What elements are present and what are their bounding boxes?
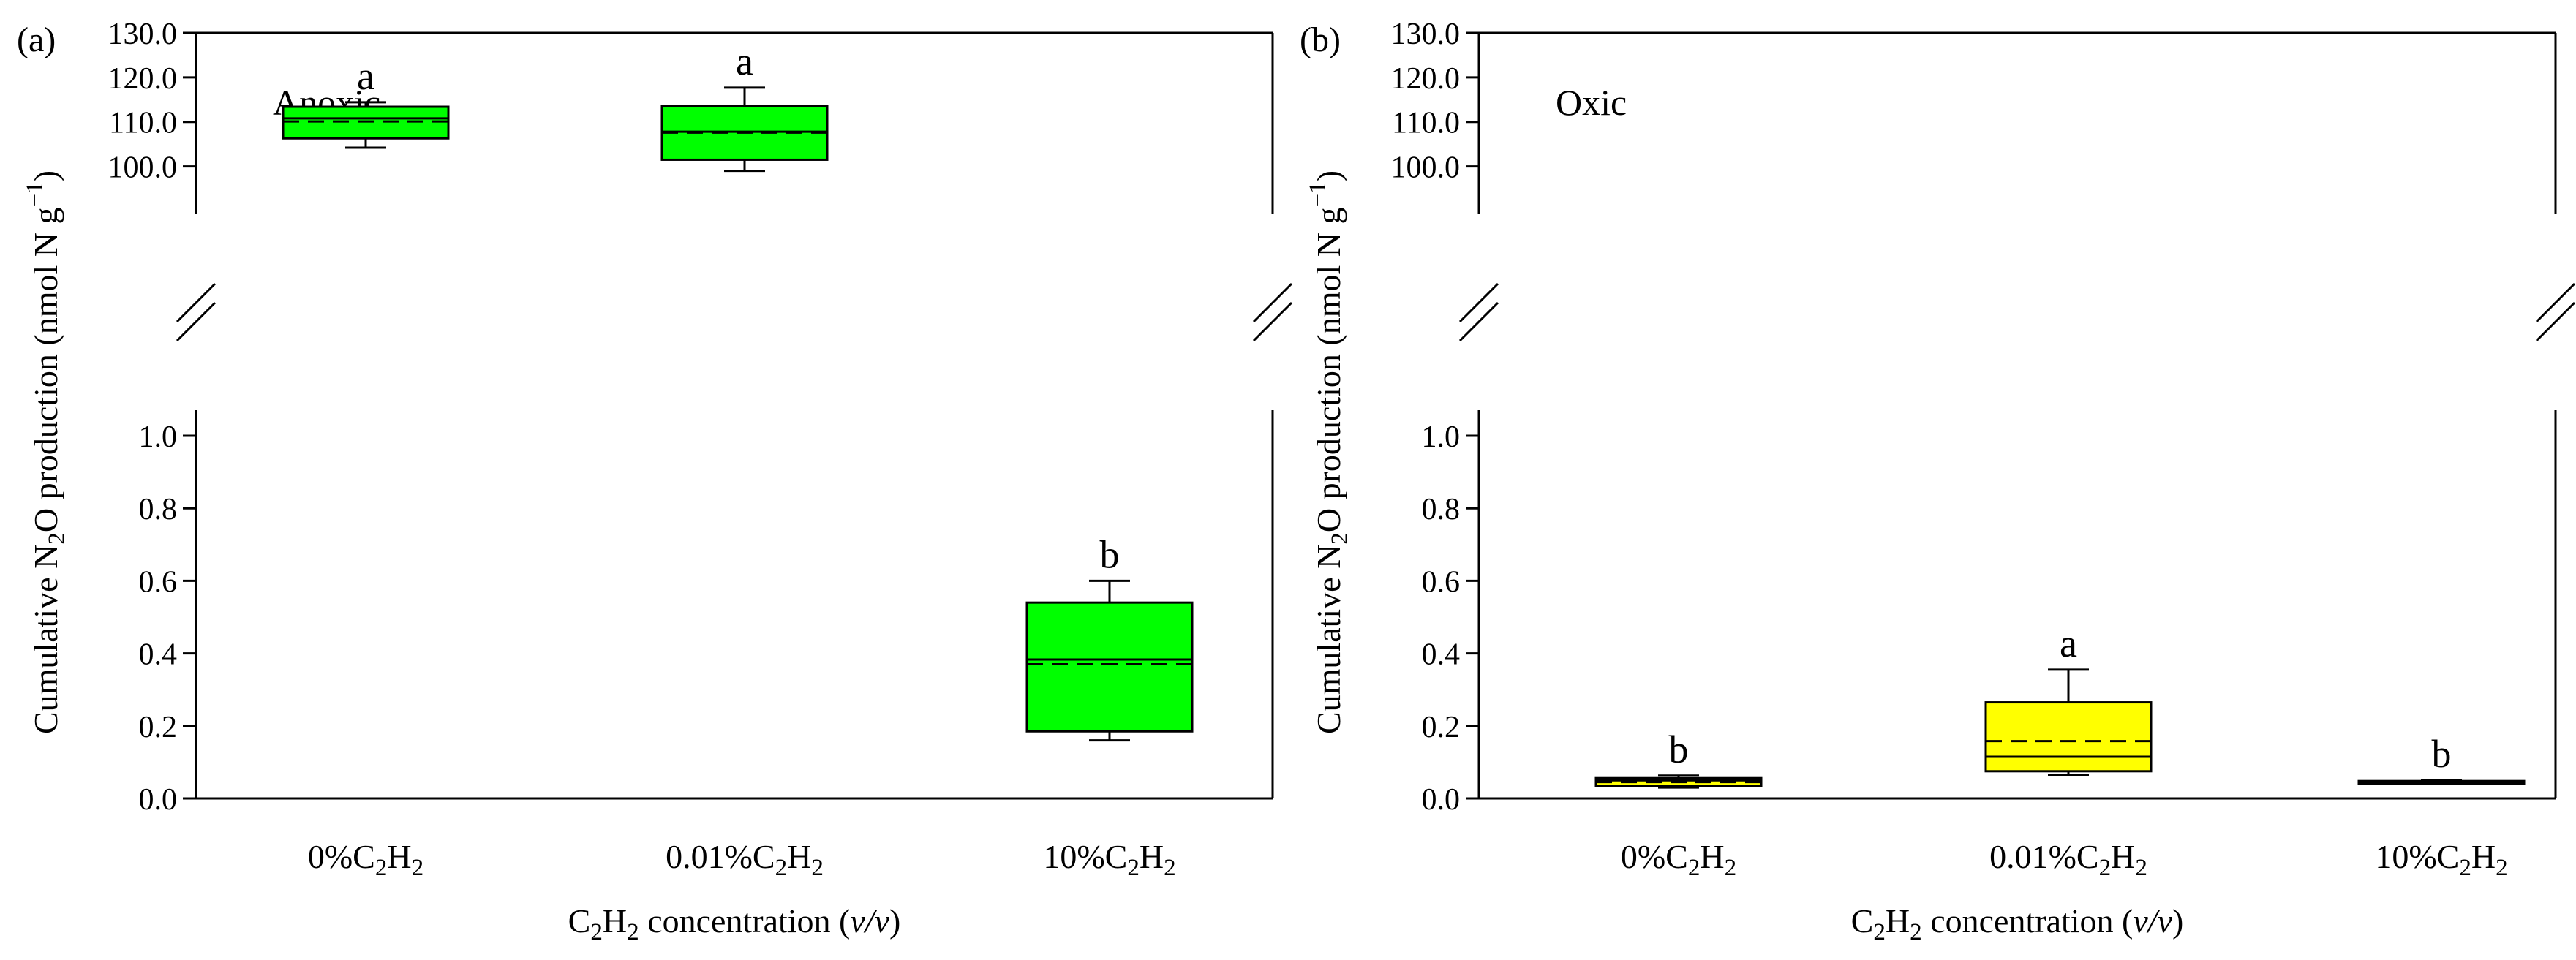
- y-axis-title: Cumulative N2O production (nmol N g−1): [1304, 170, 1353, 734]
- y-tick-label: 110.0: [1392, 107, 1460, 140]
- significance-letter: a: [357, 54, 374, 98]
- box-iqr: [282, 105, 450, 140]
- y-tick-label: 120.0: [1391, 62, 1461, 96]
- y-tick-label: 110.0: [109, 107, 177, 140]
- y-tick-label: 0.2: [139, 711, 178, 744]
- x-category-label: 0%C2H2: [308, 838, 423, 881]
- axis-break-mark: [2535, 301, 2576, 342]
- axis-break-mark: [2535, 282, 2576, 323]
- significance-letter: a: [2060, 621, 2077, 665]
- box-1: b: [1594, 727, 1763, 789]
- box-iqr: [1025, 601, 1194, 733]
- x-axis-title: C2H2 concentration (v/v): [568, 902, 901, 945]
- y-tick-label: 100.0: [1391, 151, 1461, 185]
- y-tick-label: 130.0: [108, 18, 178, 51]
- box-2: a: [660, 39, 829, 173]
- axis-break-mark: [1458, 282, 1499, 323]
- x-category-label: 0%C2H2: [1621, 838, 1736, 881]
- y-tick-label: 0.6: [1422, 565, 1461, 599]
- axis-break-mark: [1458, 301, 1499, 342]
- significance-letter: b: [2432, 732, 2452, 776]
- axis-break-mark: [176, 282, 216, 323]
- axis-break-mark: [1252, 301, 1293, 342]
- x-category-label: 10%C2H2: [2375, 838, 2507, 881]
- panel-a: 100.0 110.0 120.0 130.0 0.0 0.2 0.4 0.6 0.8 1.0 (a…: [17, 18, 1293, 945]
- significance-letter: b: [1669, 727, 1689, 771]
- box-1: a: [282, 54, 450, 149]
- y-tick-label: 0.8: [139, 493, 178, 526]
- y-tick-label: 0.0: [139, 783, 178, 817]
- box-2: a: [1984, 621, 2153, 776]
- significance-letter: b: [1100, 532, 1120, 576]
- significance-letter: a: [736, 39, 753, 83]
- y-tick-label: 0.8: [1422, 493, 1461, 526]
- x-category-label: 0.01%C2H2: [1989, 838, 2147, 881]
- panel-label: (b): [1300, 20, 1341, 59]
- y-tick-label: 0.2: [1422, 711, 1461, 744]
- y-tick-label: 0.4: [1422, 638, 1461, 672]
- box-iqr: [1984, 701, 2153, 773]
- axis-break-mark: [1252, 282, 1293, 323]
- box-3: b: [2357, 732, 2526, 785]
- y-tick-label: 1.0: [139, 420, 178, 454]
- y-tick-label: 1.0: [1422, 420, 1461, 454]
- axis-break-mark: [176, 301, 216, 342]
- y-tick-label: 120.0: [108, 62, 178, 96]
- y-tick-label: 130.0: [1391, 18, 1461, 51]
- x-axis-title: C2H2 concentration (v/v): [1851, 902, 2184, 945]
- panel-b: 100.0 110.0 120.0 130.0 0.0 0.2 0.4 0.6 0.8 1.0 (b…: [1300, 18, 2576, 945]
- box-3: b: [1025, 532, 1194, 742]
- panel-label: (a): [17, 20, 56, 59]
- x-category-label: 10%C2H2: [1043, 838, 1175, 881]
- y-tick-label: 100.0: [108, 151, 178, 185]
- y-tick-label: 0.0: [1422, 783, 1461, 817]
- y-tick-label: 0.6: [139, 565, 178, 599]
- condition-label: Oxic: [1556, 82, 1627, 123]
- x-category-label: 0.01%C2H2: [666, 838, 824, 881]
- y-axis-title: Cumulative N2O production (nmol N g−1): [21, 170, 70, 734]
- y-tick-label: 0.4: [139, 638, 178, 672]
